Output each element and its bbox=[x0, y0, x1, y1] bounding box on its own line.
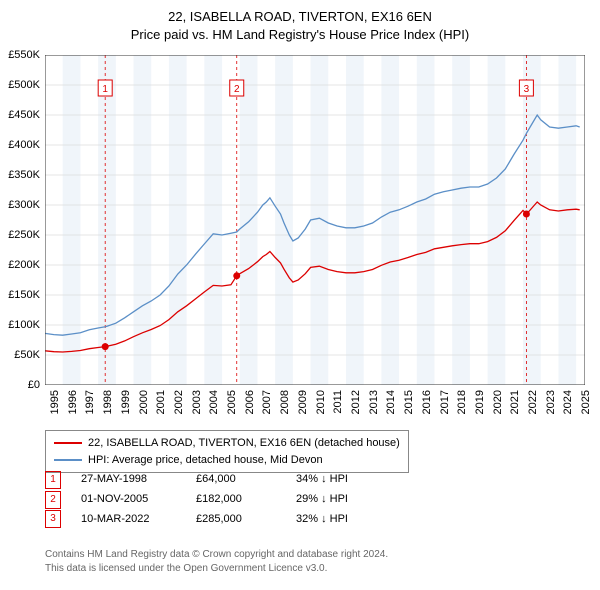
sale-row: 1 27-MAY-1998 £64,000 34% ↓ HPI bbox=[45, 470, 386, 490]
chart-title: 22, ISABELLA ROAD, TIVERTON, EX16 6EN Pr… bbox=[0, 0, 600, 44]
y-tick-label: £150K bbox=[8, 289, 40, 301]
footer-copyright: Contains HM Land Registry data © Crown c… bbox=[45, 548, 388, 562]
x-tick-label: 2015 bbox=[403, 390, 415, 414]
x-tick-label: 2017 bbox=[439, 390, 451, 414]
sale-row: 2 01-NOV-2005 £182,000 29% ↓ HPI bbox=[45, 490, 386, 510]
svg-text:1: 1 bbox=[102, 84, 108, 95]
sale-marker-box: 1 bbox=[45, 471, 61, 489]
x-tick-label: 2006 bbox=[244, 390, 256, 414]
x-tick-label: 2003 bbox=[191, 390, 203, 414]
x-tick-label: 2019 bbox=[474, 390, 486, 414]
chart-area: 123 £0£50K£100K£150K£200K£250K£300K£350K… bbox=[45, 55, 585, 385]
y-tick-label: £50K bbox=[14, 349, 40, 361]
x-tick-label: 2013 bbox=[368, 390, 380, 414]
y-tick-label: £200K bbox=[8, 259, 40, 271]
x-tick-label: 2004 bbox=[208, 390, 220, 414]
y-tick-label: £250K bbox=[8, 229, 40, 241]
sale-marker-box: 2 bbox=[45, 491, 61, 509]
footer: Contains HM Land Registry data © Crown c… bbox=[45, 548, 388, 576]
y-tick-label: £550K bbox=[8, 49, 40, 61]
x-tick-label: 2001 bbox=[155, 390, 167, 414]
y-tick-label: £500K bbox=[8, 79, 40, 91]
x-tick-label: 1995 bbox=[49, 390, 61, 414]
x-tick-label: 2007 bbox=[261, 390, 273, 414]
x-tick-label: 2020 bbox=[492, 390, 504, 414]
x-tick-label: 2010 bbox=[315, 390, 327, 414]
y-tick-label: £300K bbox=[8, 199, 40, 211]
x-tick-label: 2005 bbox=[226, 390, 238, 414]
sale-pct: 29% ↓ HPI bbox=[296, 490, 386, 510]
svg-text:3: 3 bbox=[524, 84, 530, 95]
legend-row-hpi: HPI: Average price, detached house, Mid … bbox=[54, 452, 400, 469]
sale-date: 10-MAR-2022 bbox=[81, 510, 176, 530]
x-tick-label: 1998 bbox=[102, 390, 114, 414]
legend-swatch-hpi bbox=[54, 459, 82, 461]
x-tick-label: 2014 bbox=[385, 390, 397, 414]
x-tick-label: 2012 bbox=[350, 390, 362, 414]
sale-pct: 34% ↓ HPI bbox=[296, 470, 386, 490]
sale-price: £64,000 bbox=[196, 470, 276, 490]
y-tick-label: £400K bbox=[8, 139, 40, 151]
legend-swatch-property bbox=[54, 442, 82, 444]
sale-price: £285,000 bbox=[196, 510, 276, 530]
sale-price: £182,000 bbox=[196, 490, 276, 510]
y-tick-label: £100K bbox=[8, 319, 40, 331]
sale-date: 01-NOV-2005 bbox=[81, 490, 176, 510]
svg-text:2: 2 bbox=[234, 84, 240, 95]
y-tick-label: £450K bbox=[8, 109, 40, 121]
legend-row-property: 22, ISABELLA ROAD, TIVERTON, EX16 6EN (d… bbox=[54, 435, 400, 452]
x-tick-label: 1999 bbox=[120, 390, 132, 414]
x-tick-label: 1997 bbox=[84, 390, 96, 414]
chart-container: 22, ISABELLA ROAD, TIVERTON, EX16 6EN Pr… bbox=[0, 0, 600, 590]
plot-svg: 1 2 3 bbox=[45, 55, 585, 385]
x-tick-label: 2016 bbox=[421, 390, 433, 414]
sales-table: 1 27-MAY-1998 £64,000 34% ↓ HPI 2 01-NOV-2005… bbox=[45, 470, 386, 529]
sale-pct: 32% ↓ HPI bbox=[296, 510, 386, 530]
footer-license: This data is licensed under the Open Gov… bbox=[45, 562, 388, 576]
title-address: 22, ISABELLA ROAD, TIVERTON, EX16 6EN bbox=[0, 8, 600, 26]
legend-label-hpi: HPI: Average price, detached house, Mid … bbox=[88, 452, 323, 469]
x-tick-label: 2000 bbox=[138, 390, 150, 414]
x-tick-label: 2024 bbox=[562, 390, 574, 414]
x-tick-label: 2025 bbox=[580, 390, 592, 414]
x-tick-label: 1996 bbox=[67, 390, 79, 414]
x-tick-label: 2008 bbox=[279, 390, 291, 414]
title-subtitle: Price paid vs. HM Land Registry's House … bbox=[0, 26, 600, 44]
x-tick-label: 2009 bbox=[297, 390, 309, 414]
x-tick-label: 2002 bbox=[173, 390, 185, 414]
sale-date: 27-MAY-1998 bbox=[81, 470, 176, 490]
sale-marker-box: 3 bbox=[45, 510, 61, 528]
x-tick-label: 2021 bbox=[509, 390, 521, 414]
x-tick-label: 2023 bbox=[545, 390, 557, 414]
x-axis-labels: 1995 1996 1997 1998 1999 2000 2001 2002 2003 2004… bbox=[45, 387, 585, 427]
x-tick-label: 2022 bbox=[527, 390, 539, 414]
y-tick-label: £350K bbox=[8, 169, 40, 181]
x-tick-label: 2018 bbox=[456, 390, 468, 414]
y-tick-label: £0 bbox=[28, 379, 40, 391]
legend: 22, ISABELLA ROAD, TIVERTON, EX16 6EN (d… bbox=[45, 430, 409, 473]
y-axis-labels: £0£50K£100K£150K£200K£250K£300K£350K£400… bbox=[2, 55, 42, 385]
legend-label-property: 22, ISABELLA ROAD, TIVERTON, EX16 6EN (d… bbox=[88, 435, 400, 452]
x-tick-label: 2011 bbox=[332, 390, 344, 414]
sale-row: 3 10-MAR-2022 £285,000 32% ↓ HPI bbox=[45, 510, 386, 530]
